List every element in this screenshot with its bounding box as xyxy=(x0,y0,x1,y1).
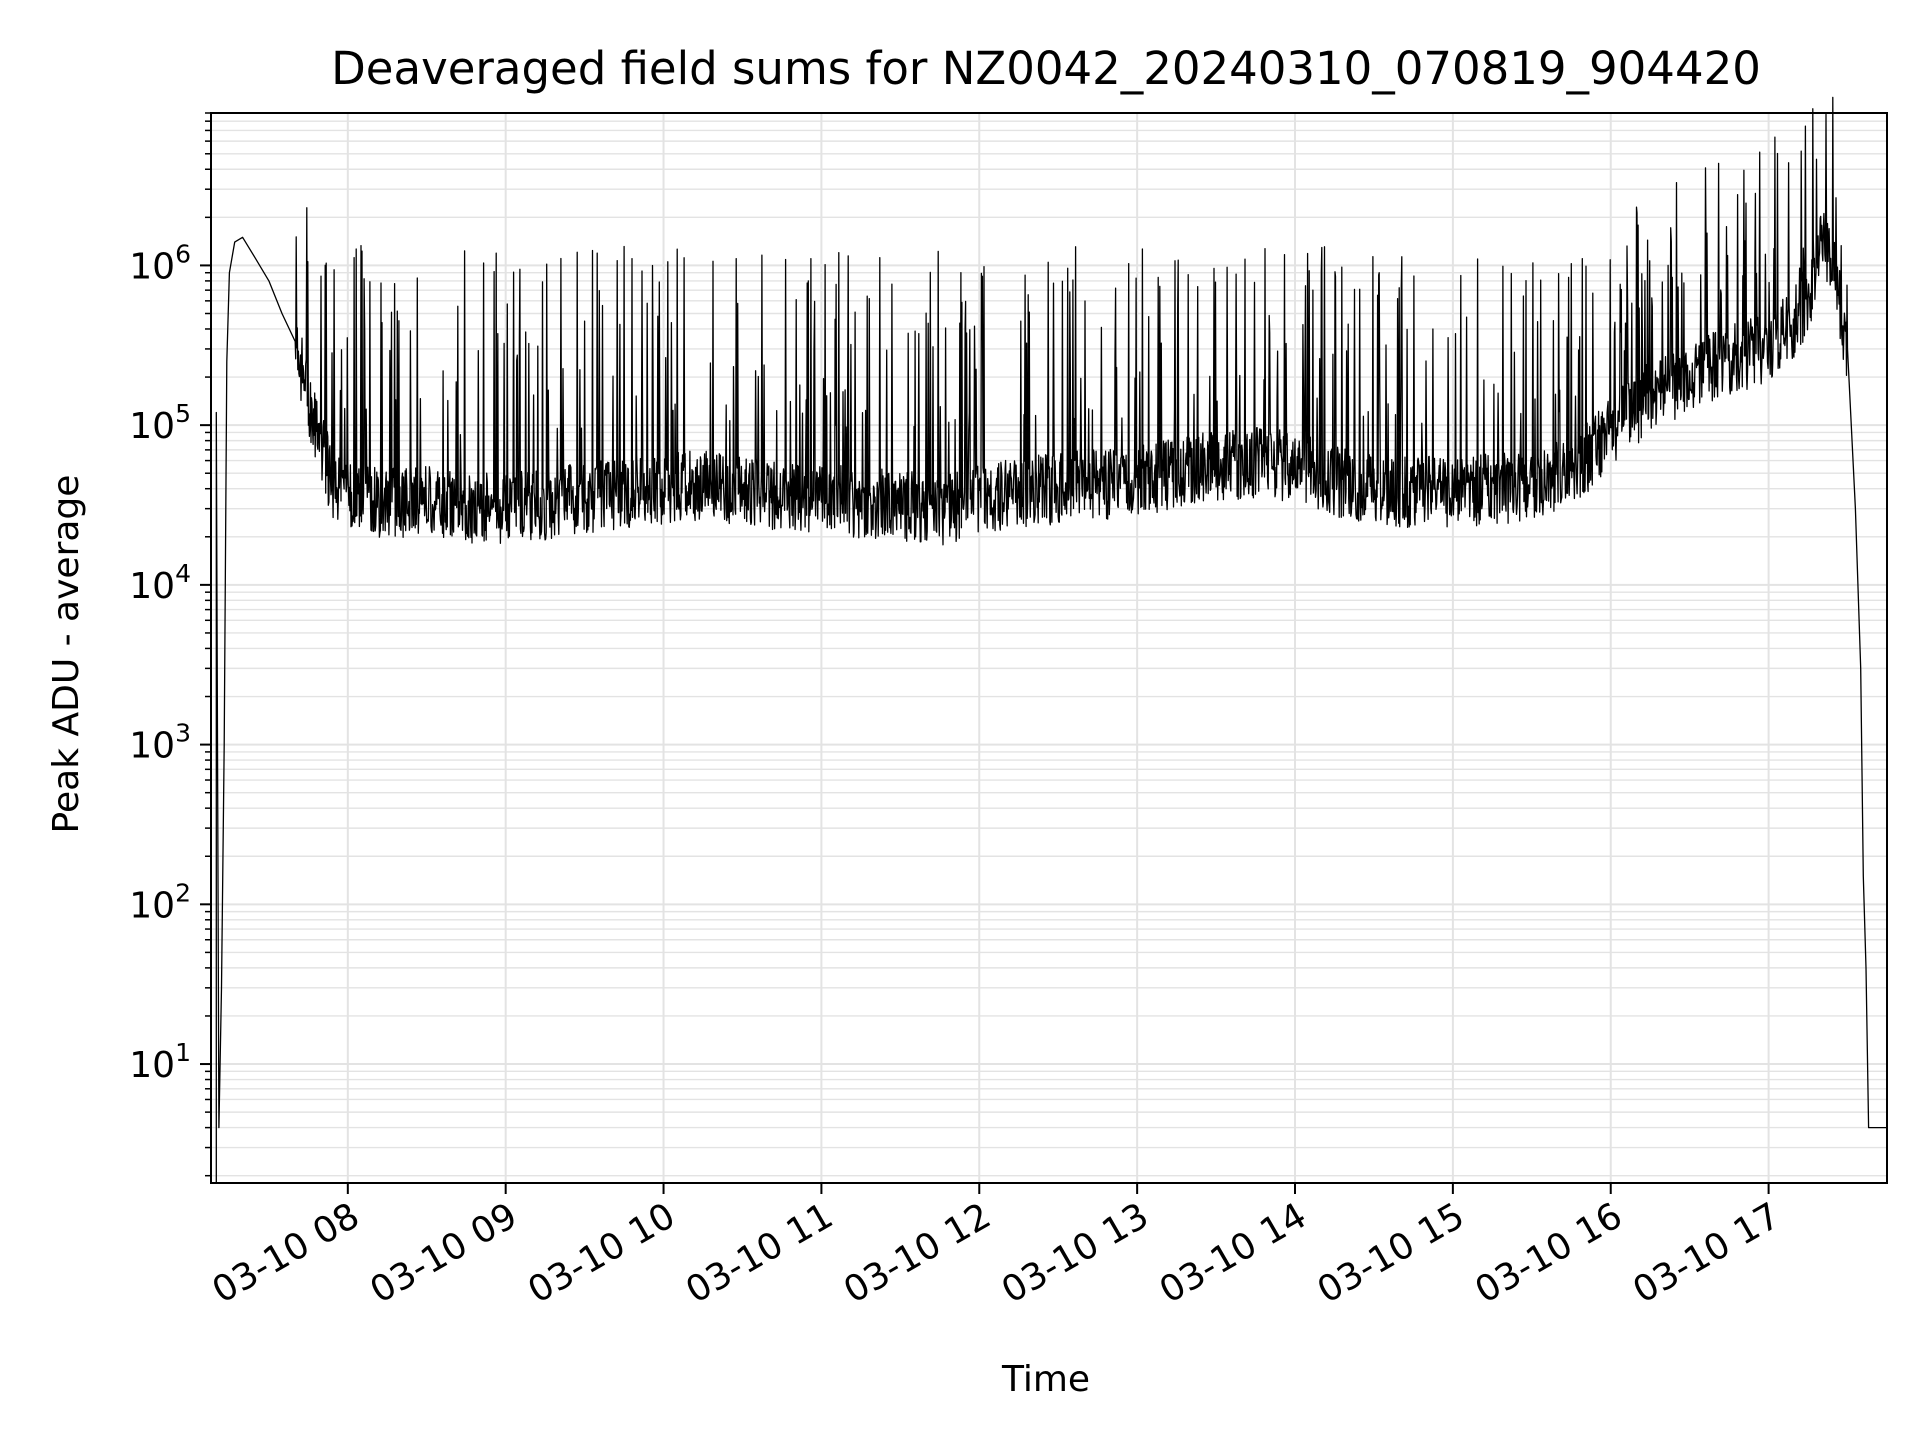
chart-title: Deaveraged field sums for NZ0042_2024031… xyxy=(331,42,1761,95)
y-tick-label: 104 xyxy=(129,559,191,607)
x-tick-label: 03-10 14 xyxy=(1153,1195,1314,1311)
x-tick-label: 03-10 17 xyxy=(1626,1195,1787,1311)
x-tick-label: 03-10 10 xyxy=(521,1195,682,1311)
x-tick-label: 03-10 09 xyxy=(364,1195,525,1311)
y-tick-label: 105 xyxy=(129,399,191,447)
y-tick-label: 101 xyxy=(129,1038,191,1086)
x-tick-label: 03-10 12 xyxy=(837,1195,998,1311)
y-tick-label: 106 xyxy=(129,239,191,287)
x-axis-label: Time xyxy=(1001,1359,1090,1400)
y-tick-label: 102 xyxy=(129,878,191,926)
y-tick-label: 103 xyxy=(129,719,191,767)
series-line xyxy=(215,96,1887,1183)
x-tick-label: 03-10 16 xyxy=(1469,1195,1630,1311)
x-tick-label: 03-10 11 xyxy=(679,1195,840,1311)
series-layer xyxy=(215,96,1887,1183)
x-tick-label: 03-10 15 xyxy=(1311,1195,1472,1311)
grid xyxy=(211,112,1887,1183)
x-tick-label: 03-10 08 xyxy=(206,1195,367,1311)
y-axis-label: Peak ADU - average xyxy=(46,475,87,834)
x-tick-label: 03-10 13 xyxy=(995,1195,1156,1311)
